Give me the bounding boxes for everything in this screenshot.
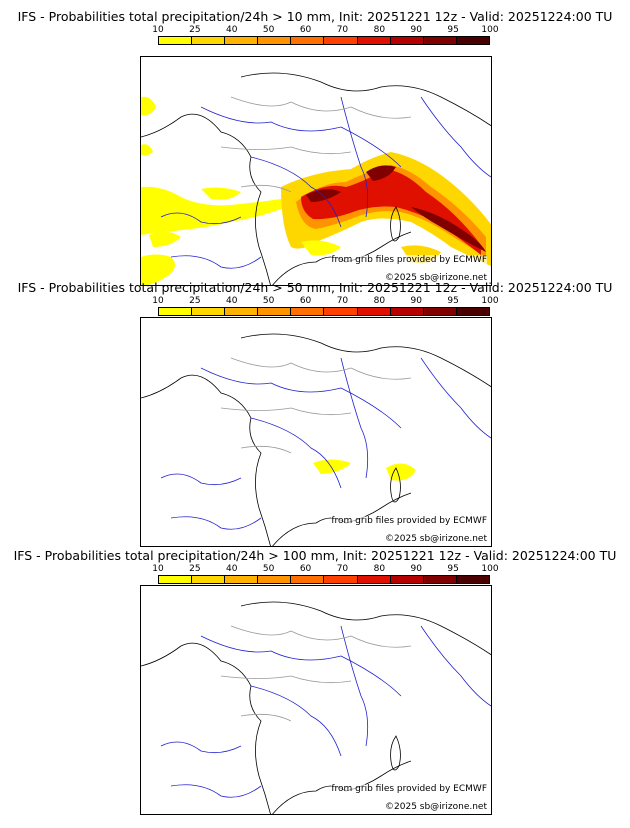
colorbar-swatch: [357, 37, 391, 44]
credit-copyright: ©2025 sb@irizone.net: [385, 802, 487, 812]
colorbar-tick-label: 100: [481, 564, 499, 574]
precip-field: [313, 459, 416, 481]
colorbar-swatch: [456, 37, 489, 44]
colorbar-tick-label: 50: [262, 296, 275, 306]
colorbar-tick-label: 70: [336, 564, 349, 574]
map-50mm: from grib files provided by ECMWF ©2025 …: [140, 317, 492, 547]
colorbar-tick-label: 95: [447, 25, 459, 35]
colorbar-swatch: [192, 37, 226, 44]
map-10mm: from grib files provided by ECMWF ©2025 …: [140, 56, 492, 286]
map-svg: [141, 72, 491, 285]
colorbar-swatch: [159, 576, 193, 583]
map-100mm: from grib files provided by ECMWF ©2025 …: [140, 585, 492, 815]
colorbar-swatch: [357, 576, 391, 583]
colorbar-tick-label: 70: [336, 25, 349, 35]
colorbar-tick-label: 10: [152, 564, 164, 574]
credit-source: from grib files provided by ECMWF: [331, 516, 487, 526]
colorbar-labels: 10 25 40 50 60 70 80 90 95 100: [152, 564, 498, 574]
panel-title: IFS - Probabilities total precipitation/…: [17, 280, 613, 295]
credit-copyright: ©2025 sb@irizone.net: [385, 534, 487, 544]
colorbar-boxes: [158, 307, 490, 316]
geography-lines: [141, 72, 491, 285]
colorbar-swatch: [324, 37, 358, 44]
colorbar-swatch: [225, 308, 259, 315]
colorbar-tick-label: 90: [410, 296, 422, 306]
colorbar-swatch: [423, 308, 457, 315]
colorbar-tick-label: 25: [189, 564, 201, 574]
colorbar-swatch: [456, 576, 489, 583]
credit-source: from grib files provided by ECMWF: [331, 255, 487, 265]
panel-50mm: IFS - Probabilities total precipitation/…: [0, 281, 630, 551]
panel-10mm: IFS - Probabilities total precipitation/…: [0, 9, 630, 286]
colorbar-swatch: [159, 37, 193, 44]
colorbar-tick-label: 25: [189, 25, 201, 35]
colorbar-swatch: [291, 576, 325, 583]
colorbar-swatch: [225, 576, 259, 583]
colorbar-swatch: [357, 308, 391, 315]
colorbar-tick-label: 90: [410, 564, 422, 574]
colorbar-swatch: [324, 308, 358, 315]
colorbar-labels: 10 25 40 50 60 70 80 90 95 100: [152, 25, 498, 35]
colorbar-tick-label: 100: [481, 25, 499, 35]
panel-title: IFS - Probabilities total precipitation/…: [17, 9, 613, 24]
colorbar: 10 25 40 50 60 70 80 90 95 100: [152, 25, 499, 47]
colorbar-tick-label: 95: [447, 564, 459, 574]
colorbar-tick-label: 40: [226, 25, 238, 35]
colorbar-swatch: [390, 308, 424, 315]
colorbar-tick-label: 100: [481, 296, 499, 306]
colorbar-tick-label: 50: [262, 25, 275, 35]
colorbar-boxes: [158, 575, 490, 584]
colorbar-swatch: [456, 308, 489, 315]
colorbar-tick-label: 80: [373, 296, 386, 306]
colorbar-swatch: [258, 576, 292, 583]
colorbar-swatch: [192, 308, 226, 315]
colorbar-swatch: [291, 308, 325, 315]
credit-source: from grib files provided by ECMWF: [331, 784, 487, 794]
credit-copyright: ©2025 sb@irizone.net: [385, 273, 487, 283]
colorbar-tick-label: 95: [447, 296, 459, 306]
colorbar-swatch: [159, 308, 193, 315]
colorbar-tick-label: 90: [410, 25, 422, 35]
colorbar-tick-label: 70: [336, 296, 349, 306]
colorbar-swatch: [324, 576, 358, 583]
colorbar-swatch: [390, 576, 424, 583]
colorbar-tick-label: 80: [373, 564, 386, 574]
colorbar-tick-label: 60: [299, 564, 312, 574]
colorbar-swatch: [291, 37, 325, 44]
colorbar-swatch: [423, 576, 457, 583]
colorbar-swatch: [225, 37, 259, 44]
colorbar-tick-label: 25: [189, 296, 201, 306]
map-svg: [141, 333, 491, 546]
colorbar-swatch: [258, 37, 292, 44]
colorbar-tick-label: 80: [373, 25, 386, 35]
colorbar-tick-label: 40: [226, 564, 238, 574]
colorbar-tick-label: 10: [152, 296, 164, 306]
panel-title: IFS - Probabilities total precipitation/…: [13, 548, 617, 563]
colorbar-tick-label: 40: [226, 296, 238, 306]
colorbar-swatch: [390, 37, 424, 44]
colorbar: 10 25 40 50 60 70 80 90 95 100: [152, 564, 499, 586]
map-svg: [141, 601, 491, 814]
colorbar-swatch: [258, 308, 292, 315]
colorbar-tick-label: 60: [299, 296, 312, 306]
precip-field: [141, 96, 491, 285]
panel-100mm: IFS - Probabilities total precipitation/…: [0, 549, 630, 819]
colorbar-swatch: [423, 37, 457, 44]
geography-lines: [141, 333, 491, 546]
colorbar-labels: 10 25 40 50 60 70 80 90 95 100: [152, 296, 498, 306]
colorbar-tick-label: 10: [152, 25, 164, 35]
colorbar-tick-label: 60: [299, 25, 312, 35]
colorbar-tick-label: 50: [262, 564, 275, 574]
colorbar-swatch: [192, 576, 226, 583]
colorbar: 10 25 40 50 60 70 80 90 95 100: [152, 296, 499, 318]
colorbar-boxes: [158, 36, 490, 45]
